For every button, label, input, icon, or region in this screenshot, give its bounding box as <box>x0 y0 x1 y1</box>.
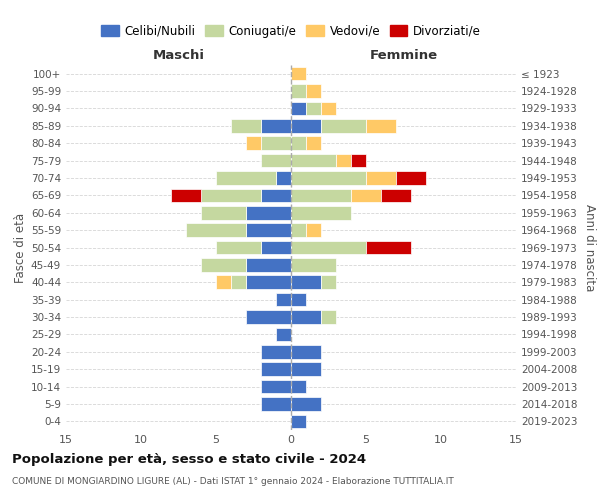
Text: Popolazione per età, sesso e stato civile - 2024: Popolazione per età, sesso e stato civil… <box>12 452 366 466</box>
Bar <box>261 345 291 358</box>
Bar <box>291 414 306 428</box>
Text: Femmine: Femmine <box>370 50 437 62</box>
Bar <box>321 310 336 324</box>
Bar <box>291 397 321 410</box>
Bar <box>291 188 351 202</box>
Bar <box>186 224 246 237</box>
Legend: Celibi/Nubili, Coniugati/e, Vedovi/e, Divorziati/e: Celibi/Nubili, Coniugati/e, Vedovi/e, Di… <box>96 20 486 42</box>
Bar <box>231 276 246 289</box>
Bar <box>306 224 321 237</box>
Bar <box>291 67 306 80</box>
Bar <box>336 154 351 168</box>
Bar <box>396 171 426 185</box>
Y-axis label: Fasce di età: Fasce di età <box>14 212 27 282</box>
Bar <box>291 84 306 98</box>
Bar <box>306 136 321 150</box>
Bar <box>291 310 321 324</box>
Bar <box>246 310 291 324</box>
Bar <box>261 397 291 410</box>
Text: COMUNE DI MONGIARDINO LIGURE (AL) - Dati ISTAT 1° gennaio 2024 - Elaborazione TU: COMUNE DI MONGIARDINO LIGURE (AL) - Dati… <box>12 478 454 486</box>
Bar <box>291 171 366 185</box>
Bar <box>216 171 276 185</box>
Bar <box>261 119 291 132</box>
Bar <box>306 102 321 115</box>
Y-axis label: Anni di nascita: Anni di nascita <box>583 204 596 291</box>
Bar <box>291 276 321 289</box>
Bar <box>216 276 231 289</box>
Bar <box>366 171 396 185</box>
Bar <box>276 328 291 341</box>
Bar <box>291 206 351 220</box>
Bar <box>291 154 336 168</box>
Bar <box>291 345 321 358</box>
Bar <box>246 136 261 150</box>
Bar <box>261 188 291 202</box>
Bar <box>246 206 291 220</box>
Bar <box>291 258 336 272</box>
Bar <box>261 136 291 150</box>
Bar <box>291 136 306 150</box>
Bar <box>351 188 381 202</box>
Bar <box>321 102 336 115</box>
Bar <box>291 119 321 132</box>
Bar <box>231 119 261 132</box>
Bar <box>366 119 396 132</box>
Bar <box>291 102 306 115</box>
Bar <box>261 154 291 168</box>
Bar <box>291 362 321 376</box>
Bar <box>261 362 291 376</box>
Bar <box>276 293 291 306</box>
Bar <box>171 188 201 202</box>
Bar <box>351 154 366 168</box>
Bar <box>261 380 291 394</box>
Bar <box>321 276 336 289</box>
Bar <box>216 240 261 254</box>
Bar <box>201 188 261 202</box>
Bar <box>246 276 291 289</box>
Bar <box>291 293 306 306</box>
Bar <box>306 84 321 98</box>
Bar <box>291 224 306 237</box>
Bar <box>201 206 246 220</box>
Bar <box>201 258 246 272</box>
Bar <box>276 171 291 185</box>
Bar <box>246 224 291 237</box>
Bar <box>261 240 291 254</box>
Bar <box>321 119 366 132</box>
Text: Maschi: Maschi <box>152 50 205 62</box>
Bar <box>246 258 291 272</box>
Bar <box>381 188 411 202</box>
Bar <box>291 240 366 254</box>
Bar <box>366 240 411 254</box>
Bar <box>291 380 306 394</box>
